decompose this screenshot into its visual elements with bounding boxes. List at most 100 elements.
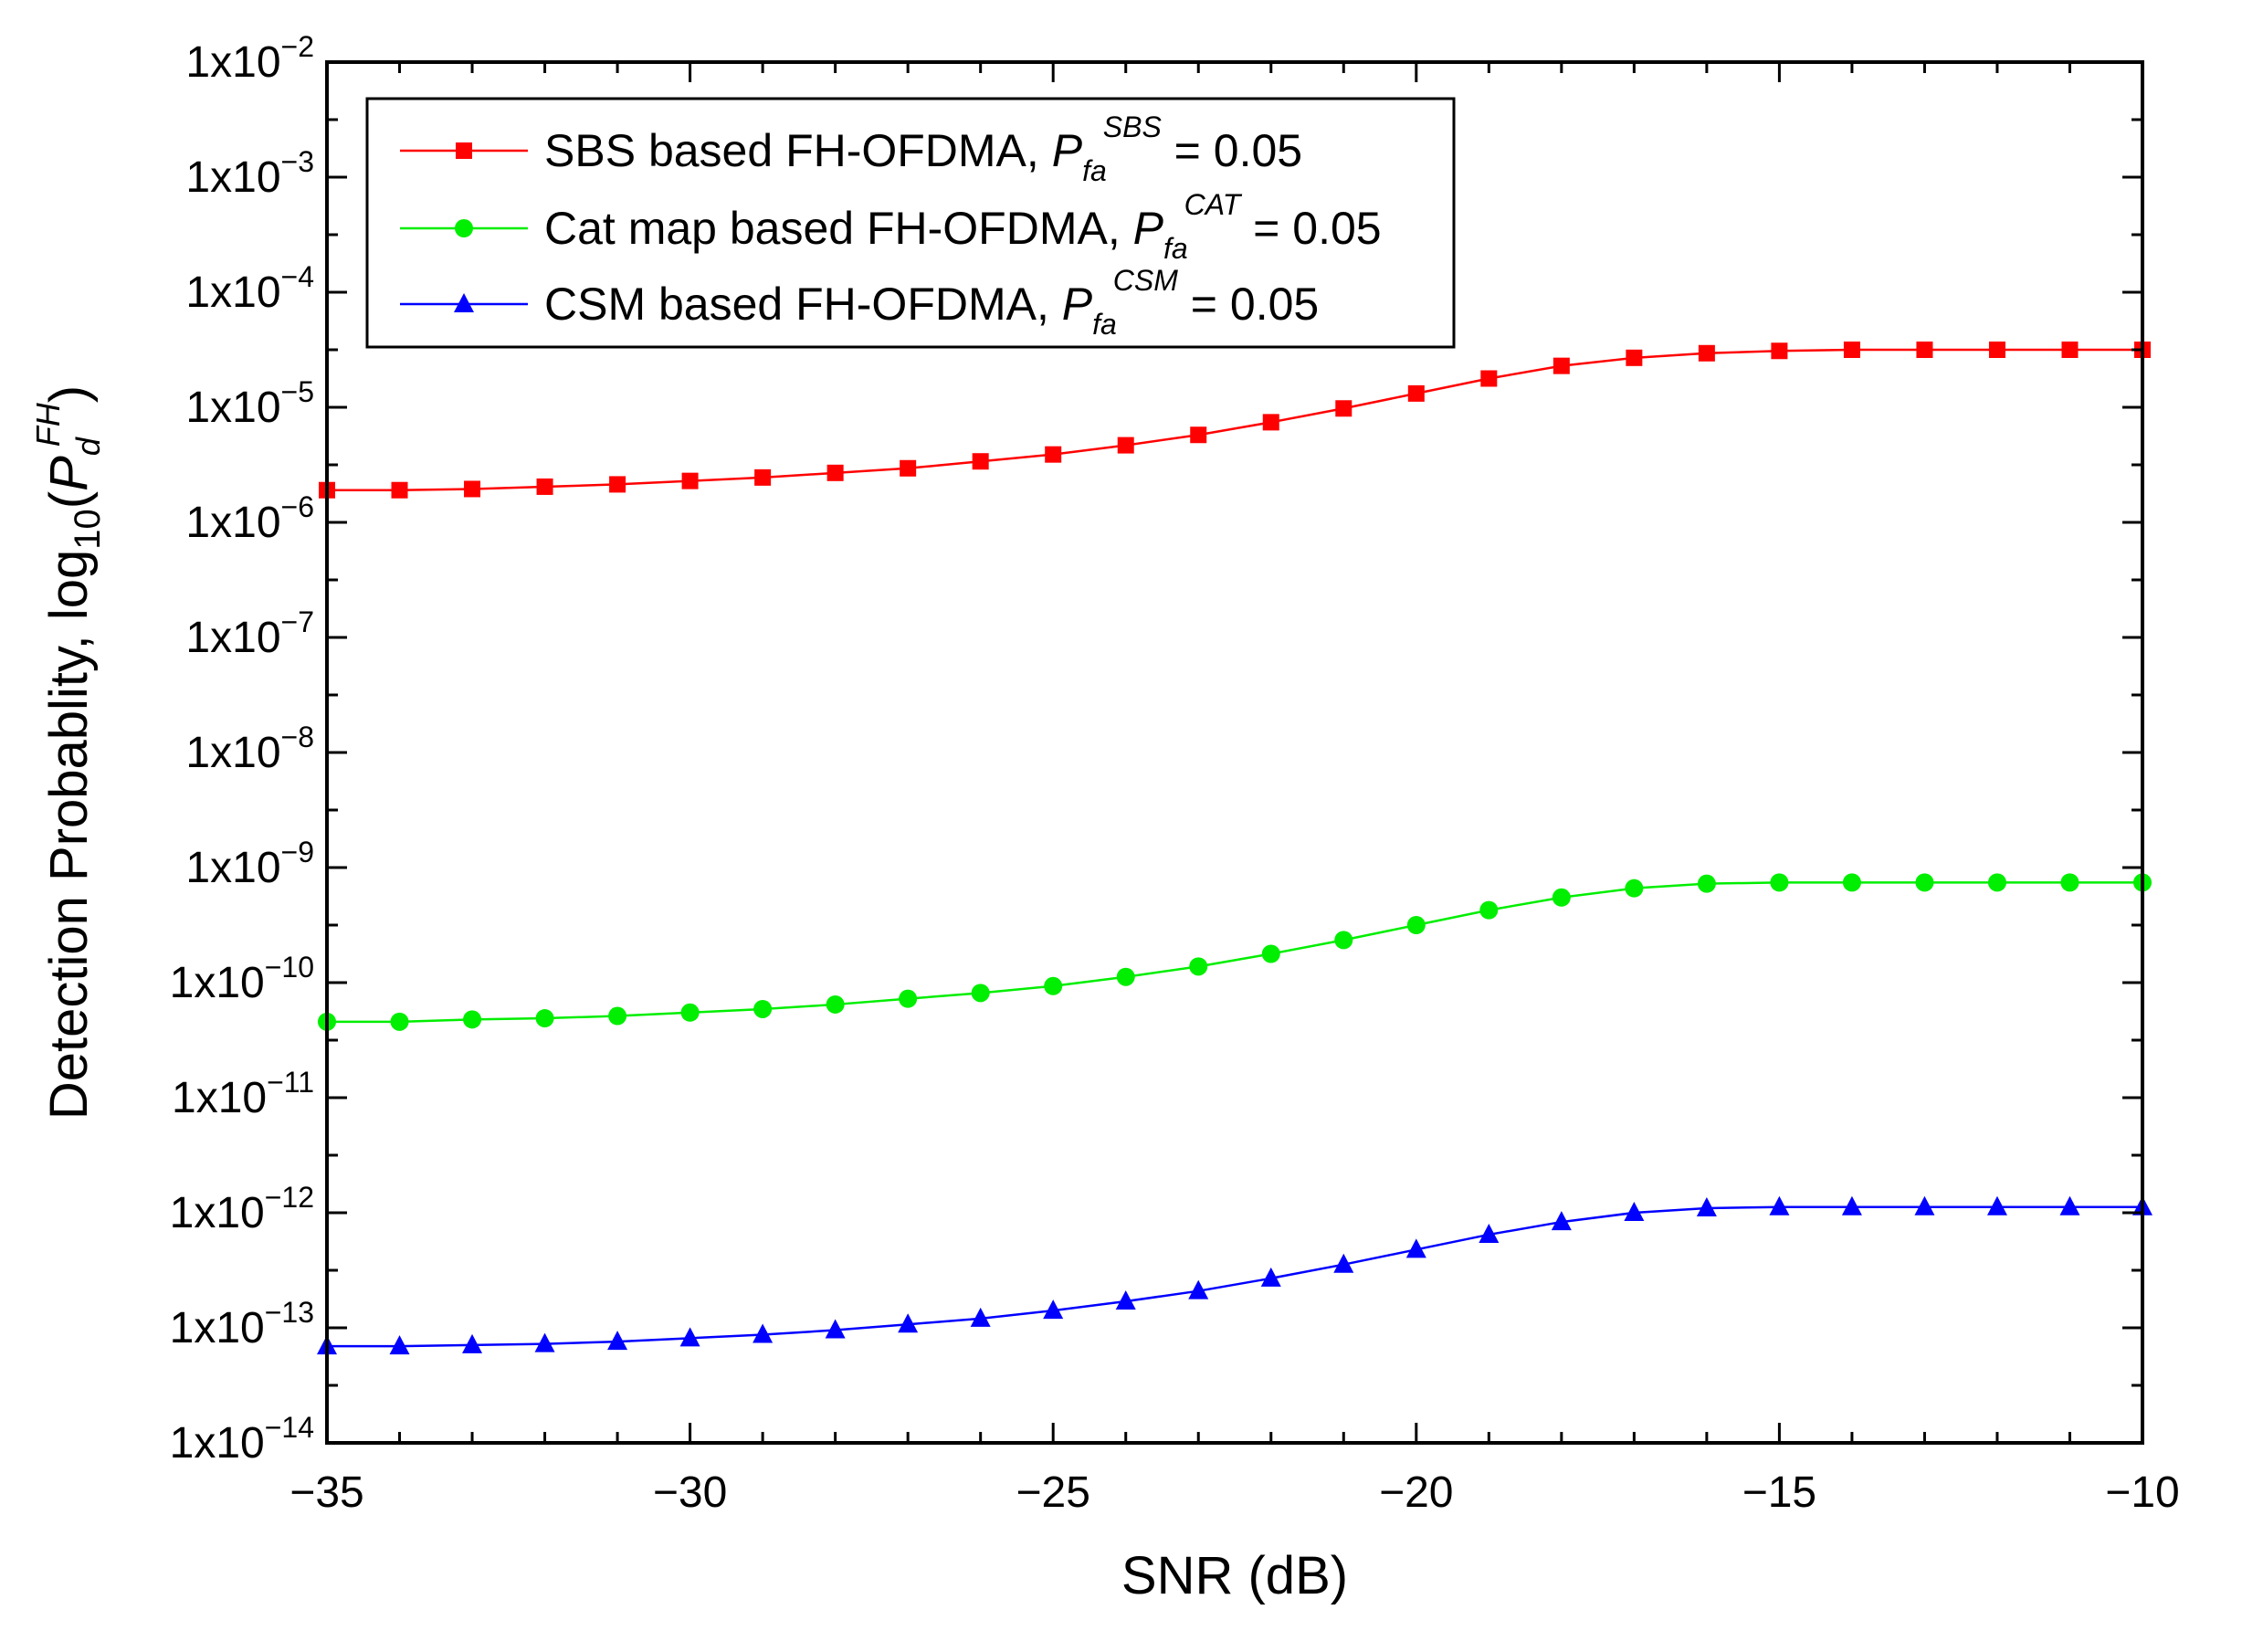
data-point — [1479, 900, 1499, 920]
data-point — [1770, 873, 1789, 892]
y-tick-label-base: 1x10 — [170, 959, 265, 1007]
data-point — [464, 480, 481, 498]
data-point — [1043, 1300, 1064, 1320]
data-point — [971, 984, 990, 1003]
data-point — [389, 1335, 410, 1355]
data-point — [1843, 342, 1860, 358]
y-tick-label-exponent: −4 — [281, 260, 314, 293]
data-point — [1117, 437, 1134, 454]
legend-label-value: = 0.05 — [1240, 203, 1381, 254]
series-line — [327, 881, 2142, 1024]
data-point — [391, 481, 408, 499]
data-point — [826, 464, 844, 481]
data-point — [608, 1006, 627, 1026]
data-point — [972, 453, 989, 470]
data-point — [609, 476, 626, 493]
legend-label-p: P — [1052, 125, 1083, 176]
y-tick-label: 1x10−14 — [170, 1411, 314, 1468]
legend-box — [365, 97, 1456, 349]
y-axis-title-p: P — [39, 456, 99, 491]
data-point — [681, 472, 699, 489]
legend-label-sub: fa — [1163, 232, 1188, 265]
x-tick-label: −15 — [1742, 1468, 1816, 1517]
axis-ticks — [325, 60, 2144, 1445]
y-tick-label-base: 1x10 — [185, 729, 280, 777]
legend-entry: Cat map based FH-OFDMA, Pfa CAT = 0.05 — [400, 188, 1382, 265]
y-tick-label-exponent: −9 — [281, 836, 314, 868]
y-axis-title-open: ( — [39, 491, 99, 509]
series-layer — [317, 342, 2153, 1355]
y-tick-label-exponent: −14 — [265, 1411, 314, 1444]
legend-label-p: P — [1062, 279, 1093, 330]
y-tick-label: 1x10−11 — [172, 1066, 314, 1122]
y-tick-label-exponent: −5 — [281, 375, 314, 408]
data-point — [1115, 1290, 1136, 1310]
series-square — [319, 342, 2151, 499]
data-point — [680, 1003, 700, 1022]
y-axis-title-close: ) — [39, 385, 99, 403]
y-tick-label-base: 1x10 — [185, 499, 280, 547]
data-point — [1188, 1279, 1209, 1300]
legend-label-sup: CAT — [1184, 188, 1243, 221]
data-point — [970, 1307, 991, 1327]
data-point — [1626, 349, 1643, 366]
data-point — [1915, 873, 1934, 892]
data-point — [1986, 1195, 2007, 1215]
y-tick-label-exponent: −7 — [281, 605, 314, 638]
series-circle — [318, 873, 2152, 1031]
data-point — [1261, 944, 1280, 963]
y-tick-label-base: 1x10 — [170, 1304, 265, 1352]
data-point — [463, 1010, 482, 1029]
x-tick-label: −30 — [653, 1468, 727, 1517]
y-tick-label-exponent: −2 — [281, 30, 314, 63]
data-point — [1698, 344, 1715, 362]
data-point — [753, 999, 773, 1018]
data-point — [1334, 931, 1353, 950]
legend-label-sub: fa — [1082, 154, 1107, 187]
data-point — [1916, 342, 1933, 358]
data-point — [1480, 370, 1498, 387]
series-line — [327, 1205, 2142, 1348]
series-triangle — [317, 1195, 2153, 1355]
data-point — [1625, 879, 1644, 898]
y-tick-label: 1x10−5 — [185, 375, 314, 432]
data-point — [899, 989, 918, 1008]
data-point — [534, 1332, 555, 1352]
legend-label-text: SBS based FH-OFDMA, — [544, 125, 1052, 176]
series-line — [327, 348, 2142, 491]
data-point — [1841, 1195, 1862, 1215]
y-tick-label-base: 1x10 — [172, 1074, 267, 1122]
y-tick-label-base: 1x10 — [185, 844, 280, 892]
data-point — [898, 1313, 919, 1333]
x-tick-label: −20 — [1379, 1468, 1453, 1517]
legend-entry: CSM based FH-OFDMA, Pfa CSM = 0.05 — [400, 264, 1319, 341]
data-point — [536, 478, 553, 495]
y-axis-title-sup: FH — [29, 402, 67, 447]
y-tick-label-base: 1x10 — [185, 384, 280, 432]
y-axis-title-prefix: Detection Probablity, log — [39, 550, 99, 1120]
legend-marker — [456, 142, 472, 159]
y-tick-label: 1x10−6 — [185, 490, 314, 547]
data-point — [1624, 1202, 1645, 1221]
data-point — [535, 1009, 554, 1028]
y-axis-title-sub10: 10 — [68, 509, 108, 550]
data-point — [1262, 414, 1279, 431]
data-point — [754, 468, 772, 486]
legend-marker — [455, 219, 473, 237]
data-point — [1842, 873, 1861, 892]
legend-label: CSM based FH-OFDMA, Pfa CSM = 0.05 — [544, 264, 1319, 341]
y-tick-label-base: 1x10 — [185, 153, 280, 202]
legend-label: Cat map based FH-OFDMA, Pfa CAT = 0.05 — [544, 188, 1382, 265]
data-point — [1771, 342, 1788, 360]
legend-label-value: = 0.05 — [1162, 125, 1302, 176]
legend-entry: SBS based FH-OFDMA, Pfa SBS = 0.05 — [400, 110, 1302, 187]
y-tick-label-base: 1x10 — [170, 1189, 265, 1237]
y-axis-title-sub: d — [69, 437, 107, 456]
data-point — [1914, 1195, 1935, 1215]
data-point — [826, 994, 845, 1014]
y-tick-label-base: 1x10 — [185, 38, 280, 87]
y-tick-label-exponent: −13 — [265, 1296, 314, 1329]
